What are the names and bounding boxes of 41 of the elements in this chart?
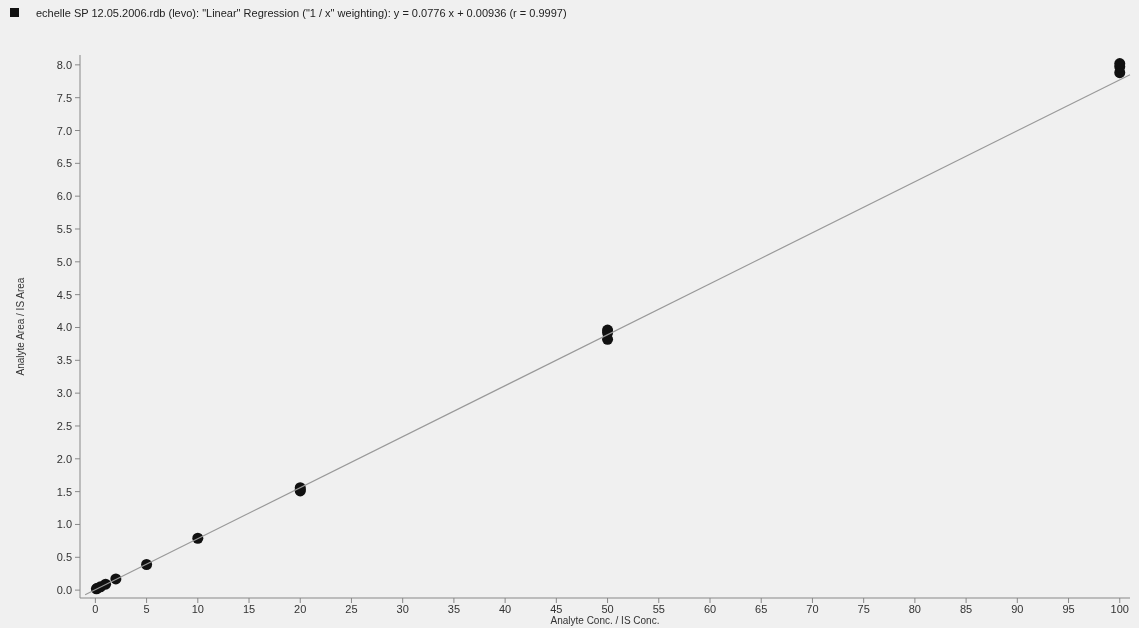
- y-tick-label: 1.0: [56, 518, 72, 531]
- x-tick-label: 20: [294, 603, 307, 615]
- x-tick-label: 45: [550, 603, 563, 615]
- y-tick-label: 7.5: [56, 91, 72, 104]
- x-tick-label: 60: [703, 603, 717, 615]
- x-tick-label: 100: [1110, 603, 1129, 615]
- y-tick-label: 0.5: [56, 551, 72, 564]
- x-tick-label: 65: [755, 603, 768, 615]
- x-tick-label: 70: [806, 603, 819, 615]
- x-tick-label: 90: [1011, 603, 1024, 615]
- y-tick-label: 2.0: [56, 452, 72, 465]
- x-tick-label: 80: [908, 603, 921, 615]
- x-tick-label: 75: [857, 603, 870, 615]
- y-tick-label: 6.5: [56, 157, 72, 170]
- x-tick-label: 0: [92, 603, 99, 615]
- x-tick-label: 50: [601, 603, 614, 615]
- x-tick-label: 85: [959, 603, 973, 615]
- y-tick-label: 4.5: [56, 288, 72, 301]
- x-tick-label: 30: [396, 603, 409, 615]
- legend-label: echelle SP 12.05.2006.rdb (levo): "Linear" Regression ("1 / x" weighting): y = 0.0776 x + 0.00936 (r = 0.9997): [36, 7, 567, 19]
- x-tick-label: 95: [1062, 603, 1075, 615]
- x-axis-title: Analyte Conc. / IS Conc.: [550, 615, 660, 626]
- y-tick-label: 3.5: [56, 354, 72, 367]
- y-tick-label: 4.0: [56, 321, 72, 334]
- x-tick-label: 40: [499, 603, 512, 615]
- y-tick-label: 1.5: [56, 485, 72, 498]
- x-tick-label: 25: [345, 603, 358, 615]
- x-tick-label: 55: [652, 603, 665, 615]
- x-tick-label: 5: [143, 603, 150, 615]
- y-tick-label: 3.0: [56, 387, 72, 400]
- y-tick-label: 2.5: [56, 419, 72, 432]
- y-tick-label: 8.0: [56, 58, 72, 71]
- x-tick-label: 15: [242, 603, 256, 615]
- y-tick-label: 5.0: [56, 255, 72, 268]
- y-tick-label: 5.5: [56, 223, 72, 235]
- x-tick-label: 35: [447, 603, 461, 615]
- y-tick-label: 6.0: [56, 190, 72, 203]
- x-tick-label: 10: [191, 603, 204, 615]
- y-tick-label: 0.0: [56, 584, 72, 597]
- y-tick-label: 7.0: [56, 124, 72, 137]
- y-axis-title: Analyte Area / IS Area: [15, 277, 26, 376]
